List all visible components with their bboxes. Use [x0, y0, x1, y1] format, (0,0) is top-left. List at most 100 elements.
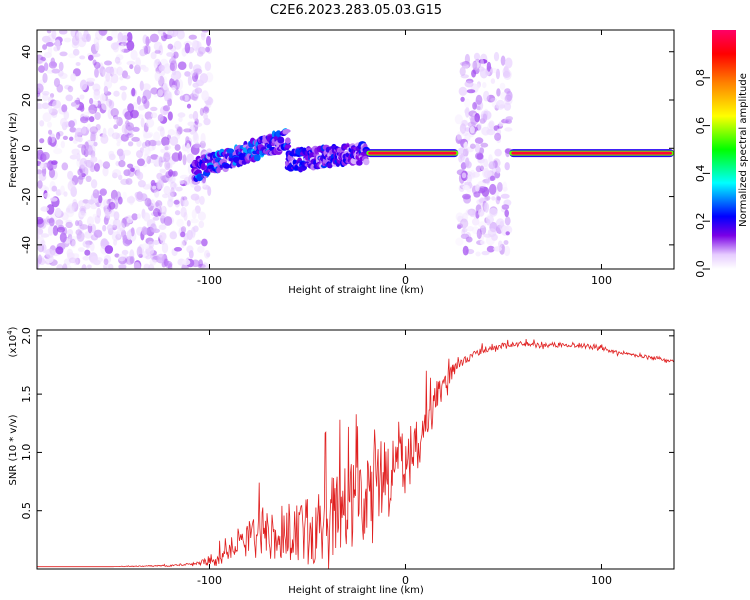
- spectrogram-speckle: [116, 141, 121, 147]
- spectrogram-speckle: [192, 143, 201, 149]
- snr-multiplier-prefix: (x10: [8, 335, 19, 358]
- spectrogram-speckle: [157, 89, 163, 97]
- spectrogram-speckle: [199, 73, 209, 84]
- spectrogram-speckle: [143, 153, 149, 163]
- spectrogram-speckle: [77, 168, 83, 176]
- spectrogram-speckle: [185, 136, 190, 145]
- spectrogram-speckle: [203, 113, 209, 120]
- spectrogram-speckle: [177, 61, 187, 70]
- spectrogram-speckle: [175, 186, 183, 192]
- spectrogram-speckle: [136, 139, 142, 148]
- spectrogram-speckle: [139, 48, 147, 57]
- spectrogram-speckle: [167, 98, 173, 107]
- spectrogram-speckle: [130, 167, 135, 172]
- spectrogram-speckle: [461, 172, 467, 179]
- spectrogram-speckle: [72, 48, 80, 56]
- spectrogram-speckle: [127, 141, 134, 147]
- spectrogram-speckle: [53, 148, 63, 155]
- spectrogram-speckle: [176, 218, 184, 228]
- spectrogram-speckle: [122, 149, 131, 156]
- spectrogram-speckle: [66, 229, 74, 236]
- spectrogram-speckle: [160, 148, 166, 153]
- spectrogram-speckle: [199, 107, 204, 116]
- spectrogram-speckle: [167, 263, 173, 269]
- spectrogram-speckle: [487, 121, 495, 132]
- spectrogram-speckle: [465, 236, 473, 243]
- spectrogram-speckle: [55, 131, 61, 140]
- spectrogram-speckle: [155, 58, 161, 66]
- spectrogram-speckle: [464, 80, 474, 88]
- spectrogram-speckle: [149, 258, 157, 266]
- spectrogram-line-core: [368, 151, 457, 155]
- spectrogram-speckle: [499, 82, 506, 90]
- spectrogram-speckle: [126, 230, 132, 240]
- spectrogram-speckle: [180, 226, 187, 234]
- colorbar-tick-label: 0.2: [694, 212, 707, 230]
- spectrogram-speckle: [458, 147, 466, 158]
- spectrogram-speckle: [505, 231, 510, 236]
- spectrogram-speckle: [115, 160, 121, 167]
- spectrogram-speckle: [105, 66, 114, 74]
- spectrogram-speckle: [171, 84, 177, 91]
- spectrogram-speckle: [204, 249, 210, 259]
- spectrogram-speckle: [145, 47, 150, 53]
- spectrogram-speckle: [474, 58, 482, 69]
- spectrogram-speckle: [93, 229, 103, 238]
- colorbar-gradient: [712, 30, 736, 269]
- spectrogram-speckle: [503, 245, 511, 257]
- spectrogram-speckle: [179, 95, 186, 101]
- spectrogram-speckle: [206, 35, 211, 47]
- spectrogram-speckle: [177, 79, 184, 90]
- spectrogram-speckle: [136, 169, 141, 179]
- spectrogram-speckle: [114, 56, 121, 64]
- spectrogram-speckle: [79, 224, 89, 230]
- spectrogram-speckle: [75, 220, 79, 227]
- spectrogram-speckle: [118, 253, 126, 262]
- spectrogram-speckle: [183, 128, 192, 133]
- spectrogram-speckle: [78, 200, 84, 208]
- spectrogram-speckle: [495, 218, 505, 228]
- spectrogram-speckle: [56, 264, 64, 269]
- spectrogram-speckle: [110, 73, 119, 84]
- spectrogram-speckle: [482, 82, 487, 89]
- spectrogram-speckle: [474, 143, 481, 153]
- spectrogram-speckle: [105, 72, 111, 82]
- spectrogram-speckle: [92, 189, 100, 199]
- spectrogram-speckle: [38, 173, 47, 181]
- spectrogram-speckle: [94, 163, 100, 172]
- spectrogram-speckle: [111, 30, 118, 39]
- spectrogram-speckle: [457, 215, 464, 223]
- spectrogram-speckle: [190, 218, 199, 224]
- spectrogram-speckle: [113, 115, 119, 124]
- spectrogram-speckle: [191, 209, 197, 219]
- spectrogram-speckle: [110, 42, 119, 50]
- spectrogram-speckle: [41, 102, 50, 110]
- spectrogram-speckle: [127, 163, 134, 169]
- spectrogram-speckle: [42, 44, 48, 50]
- spectrogram-speckle: [194, 185, 202, 192]
- spectrogram-speckle: [110, 108, 119, 117]
- spectrogram-speckle: [79, 94, 85, 100]
- spectrogram-speckle: [118, 160, 126, 168]
- spectrogram-speckle: [502, 181, 508, 193]
- spectrogram-x-tick-label: -100: [197, 274, 222, 287]
- spectrogram-speckle: [188, 113, 194, 119]
- spectrogram-speckle: [52, 99, 62, 109]
- spectrogram-speckle: [162, 82, 168, 91]
- spectrogram-speckle: [51, 68, 61, 74]
- spectrogram-speckle: [106, 224, 113, 232]
- spectrogram-speckle: [464, 106, 470, 118]
- snr-marks: [37, 339, 674, 569]
- spectrogram-speckle: [164, 90, 172, 101]
- spectrogram-speckle: [130, 49, 138, 61]
- spectrogram-speckle: [48, 105, 53, 114]
- spectrogram-speckle: [101, 100, 110, 111]
- spectrogram-speckle: [136, 150, 143, 159]
- spectrogram-speckle: [112, 218, 121, 230]
- spectrogram-speckle: [486, 128, 496, 136]
- spectrogram-trace-point: [284, 144, 292, 149]
- spectrogram-speckle: [501, 204, 510, 210]
- spectrogram-speckle: [483, 90, 490, 102]
- spectrogram-speckle: [102, 224, 107, 232]
- spectrogram-speckle: [108, 201, 116, 210]
